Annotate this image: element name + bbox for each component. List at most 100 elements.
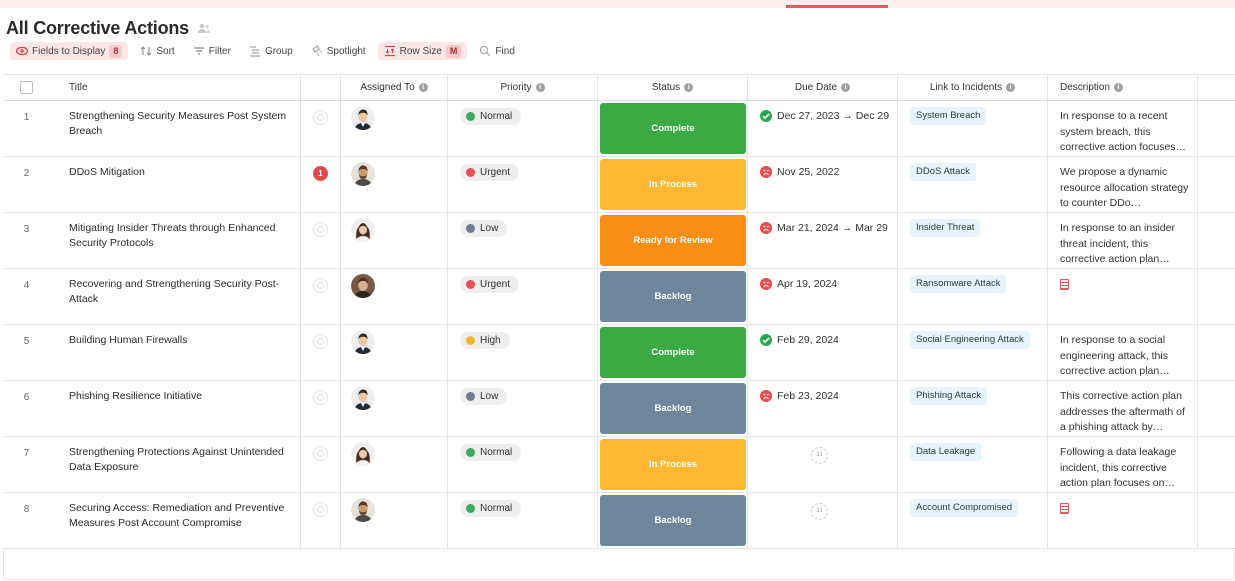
row-assigned-to[interactable]: [341, 437, 448, 492]
info-icon[interactable]: i: [535, 83, 545, 92]
status-tag[interactable]: Backlog: [600, 383, 746, 434]
priority-pill[interactable]: Normal: [460, 500, 522, 517]
row-due-date[interactable]: Nov 25, 2022: [748, 157, 898, 212]
table-row[interactable]: 2 DDoS Mitigation 1 Urgent In Process No…: [3, 157, 1235, 213]
document-icon[interactable]: [1060, 503, 1069, 514]
row-title[interactable]: Recovering and Strengthening Security Po…: [50, 269, 301, 324]
priority-pill[interactable]: Low: [460, 388, 508, 405]
table-row[interactable]: 6 Phishing Resilience Initiative Low Bac…: [3, 381, 1235, 437]
row-description[interactable]: In response to an insider threat inciden…: [1048, 213, 1198, 268]
shared-users-icon[interactable]: [197, 21, 211, 35]
row-comments[interactable]: [301, 269, 341, 324]
row-status[interactable]: In Process: [598, 437, 748, 492]
table-row[interactable]: 8 Securing Access: Remediation and Preve…: [3, 493, 1235, 549]
incident-link-chip[interactable]: Ransomware Attack: [910, 275, 1007, 293]
row-title[interactable]: Strengthening Security Measures Post Sys…: [50, 101, 301, 156]
row-description[interactable]: [1048, 493, 1198, 548]
row-status[interactable]: In Process: [598, 157, 748, 212]
row-link-to-incidents[interactable]: DDoS Attack: [898, 157, 1048, 212]
row-assigned-to[interactable]: [341, 213, 448, 268]
row-comments[interactable]: [301, 101, 341, 156]
row-comments[interactable]: [301, 213, 341, 268]
row-comments[interactable]: 1: [301, 157, 341, 212]
incident-link-chip[interactable]: Social Engineering Attack: [910, 331, 1030, 349]
row-link-to-incidents[interactable]: Phishing Attack: [898, 381, 1048, 436]
priority-pill[interactable]: Normal: [460, 108, 522, 125]
column-header-title[interactable]: Title: [50, 75, 301, 100]
row-due-date[interactable]: Feb 23, 2024: [748, 381, 898, 436]
row-link-to-incidents[interactable]: System Breach: [898, 101, 1048, 156]
info-icon[interactable]: i: [841, 83, 851, 92]
row-title[interactable]: Strengthening Protections Against Uninte…: [50, 437, 301, 492]
column-header-status[interactable]: Status i: [598, 75, 748, 100]
column-header-priority[interactable]: Priority i: [448, 75, 598, 100]
status-tag[interactable]: In Process: [600, 159, 746, 210]
row-link-to-incidents[interactable]: Insider Threat: [898, 213, 1048, 268]
add-comment-icon[interactable]: [313, 278, 328, 293]
row-description[interactable]: In response to a social engineering atta…: [1048, 325, 1198, 380]
status-tag[interactable]: Complete: [600, 327, 746, 378]
row-link-to-incidents[interactable]: Social Engineering Attack: [898, 325, 1048, 380]
avatar[interactable]: [351, 498, 375, 522]
row-priority[interactable]: Urgent: [448, 157, 598, 212]
add-comment-icon[interactable]: [313, 502, 328, 517]
column-header-due-date[interactable]: Due Date i: [748, 75, 898, 100]
row-priority[interactable]: High: [448, 325, 598, 380]
info-icon[interactable]: i: [1006, 83, 1016, 92]
priority-pill[interactable]: High: [460, 332, 510, 349]
add-comment-icon[interactable]: [313, 390, 328, 405]
document-icon[interactable]: [1060, 279, 1069, 290]
column-header-description[interactable]: Description i: [1048, 75, 1198, 100]
row-status[interactable]: Backlog: [598, 493, 748, 548]
sort-button[interactable]: Sort: [134, 42, 180, 60]
row-comments[interactable]: [301, 325, 341, 380]
incident-link-chip[interactable]: System Breach: [910, 107, 987, 125]
status-tag[interactable]: Backlog: [600, 495, 746, 546]
row-status[interactable]: Backlog: [598, 269, 748, 324]
row-due-date[interactable]: Apr 19, 2024: [748, 269, 898, 324]
row-status[interactable]: Complete: [598, 325, 748, 380]
status-tag[interactable]: Ready for Review: [600, 215, 746, 266]
status-tag[interactable]: In Process: [600, 439, 746, 490]
spotlight-button[interactable]: Spotlight: [305, 42, 372, 60]
row-status[interactable]: Backlog: [598, 381, 748, 436]
incident-link-chip[interactable]: Data Leakage: [910, 443, 982, 461]
add-comment-icon[interactable]: [313, 110, 328, 125]
filter-button[interactable]: Filter: [187, 42, 237, 60]
row-link-to-incidents[interactable]: Ransomware Attack: [898, 269, 1048, 324]
row-description[interactable]: We propose a dynamic resource allocation…: [1048, 157, 1198, 212]
row-description[interactable]: Following a data leakage incident, this …: [1048, 437, 1198, 492]
row-priority[interactable]: Normal: [448, 493, 598, 548]
row-priority[interactable]: Low: [448, 381, 598, 436]
avatar[interactable]: [351, 106, 375, 130]
table-row[interactable]: 5 Building Human Firewalls High Complete…: [3, 325, 1235, 381]
select-all-checkbox[interactable]: [20, 81, 33, 94]
row-assigned-to[interactable]: [341, 493, 448, 548]
row-due-date[interactable]: 31: [748, 493, 898, 548]
row-title[interactable]: Mitigating Insider Threats through Enhan…: [50, 213, 301, 268]
row-description[interactable]: In response to a recent system breach, t…: [1048, 101, 1198, 156]
column-header-assigned-to[interactable]: Assigned To i: [341, 75, 448, 100]
row-priority[interactable]: Urgent: [448, 269, 598, 324]
row-description[interactable]: This corrective action plan addresses th…: [1048, 381, 1198, 436]
status-tag[interactable]: Backlog: [600, 271, 746, 322]
priority-pill[interactable]: Normal: [460, 444, 522, 461]
info-icon[interactable]: i: [418, 83, 428, 92]
row-due-date[interactable]: Mar 21, 2024 → Mar 29: [748, 213, 898, 268]
row-priority[interactable]: Low: [448, 213, 598, 268]
avatar[interactable]: [351, 442, 375, 466]
avatar[interactable]: [351, 274, 375, 298]
table-row[interactable]: 4 Recovering and Strengthening Security …: [3, 269, 1235, 325]
row-assigned-to[interactable]: [341, 269, 448, 324]
avatar[interactable]: [351, 386, 375, 410]
row-comments[interactable]: [301, 381, 341, 436]
find-button[interactable]: Find: [473, 42, 520, 60]
priority-pill[interactable]: Low: [460, 220, 508, 237]
incident-link-chip[interactable]: Phishing Attack: [910, 387, 987, 405]
group-button[interactable]: Group: [243, 42, 299, 60]
avatar[interactable]: [351, 330, 375, 354]
table-row[interactable]: 3 Mitigating Insider Threats through Enh…: [3, 213, 1235, 269]
incident-link-chip[interactable]: Account Compromised: [910, 499, 1019, 517]
avatar[interactable]: [351, 162, 375, 186]
row-assigned-to[interactable]: [341, 325, 448, 380]
